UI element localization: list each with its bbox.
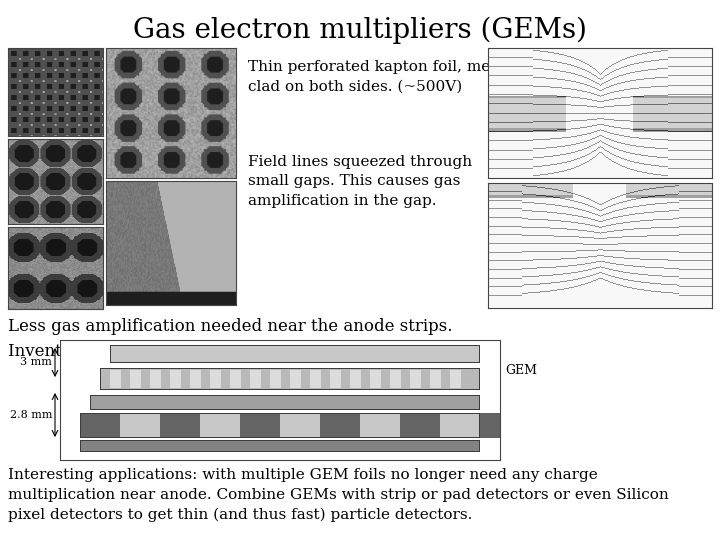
Text: GEM: GEM [505, 363, 537, 376]
Text: 2.8 mm: 2.8 mm [9, 410, 52, 420]
Text: Thin perforated kapton foil, metal
clad on both sides. (~500V): Thin perforated kapton foil, metal clad … [248, 60, 510, 93]
Text: Field lines squeezed through
small gaps. This causes gas
amplification in the ga: Field lines squeezed through small gaps.… [248, 155, 472, 208]
Text: Interesting applications: with multiple GEM foils no longer need any charge
mult: Interesting applications: with multiple … [8, 468, 669, 522]
Text: Gas electron multipliers (GEMs): Gas electron multipliers (GEMs) [133, 16, 587, 44]
Text: 3 mm: 3 mm [20, 357, 52, 367]
Text: Less gas amplification needed near the anode strips.
Invented to rescue MSGC tec: Less gas amplification needed near the a… [8, 318, 452, 360]
